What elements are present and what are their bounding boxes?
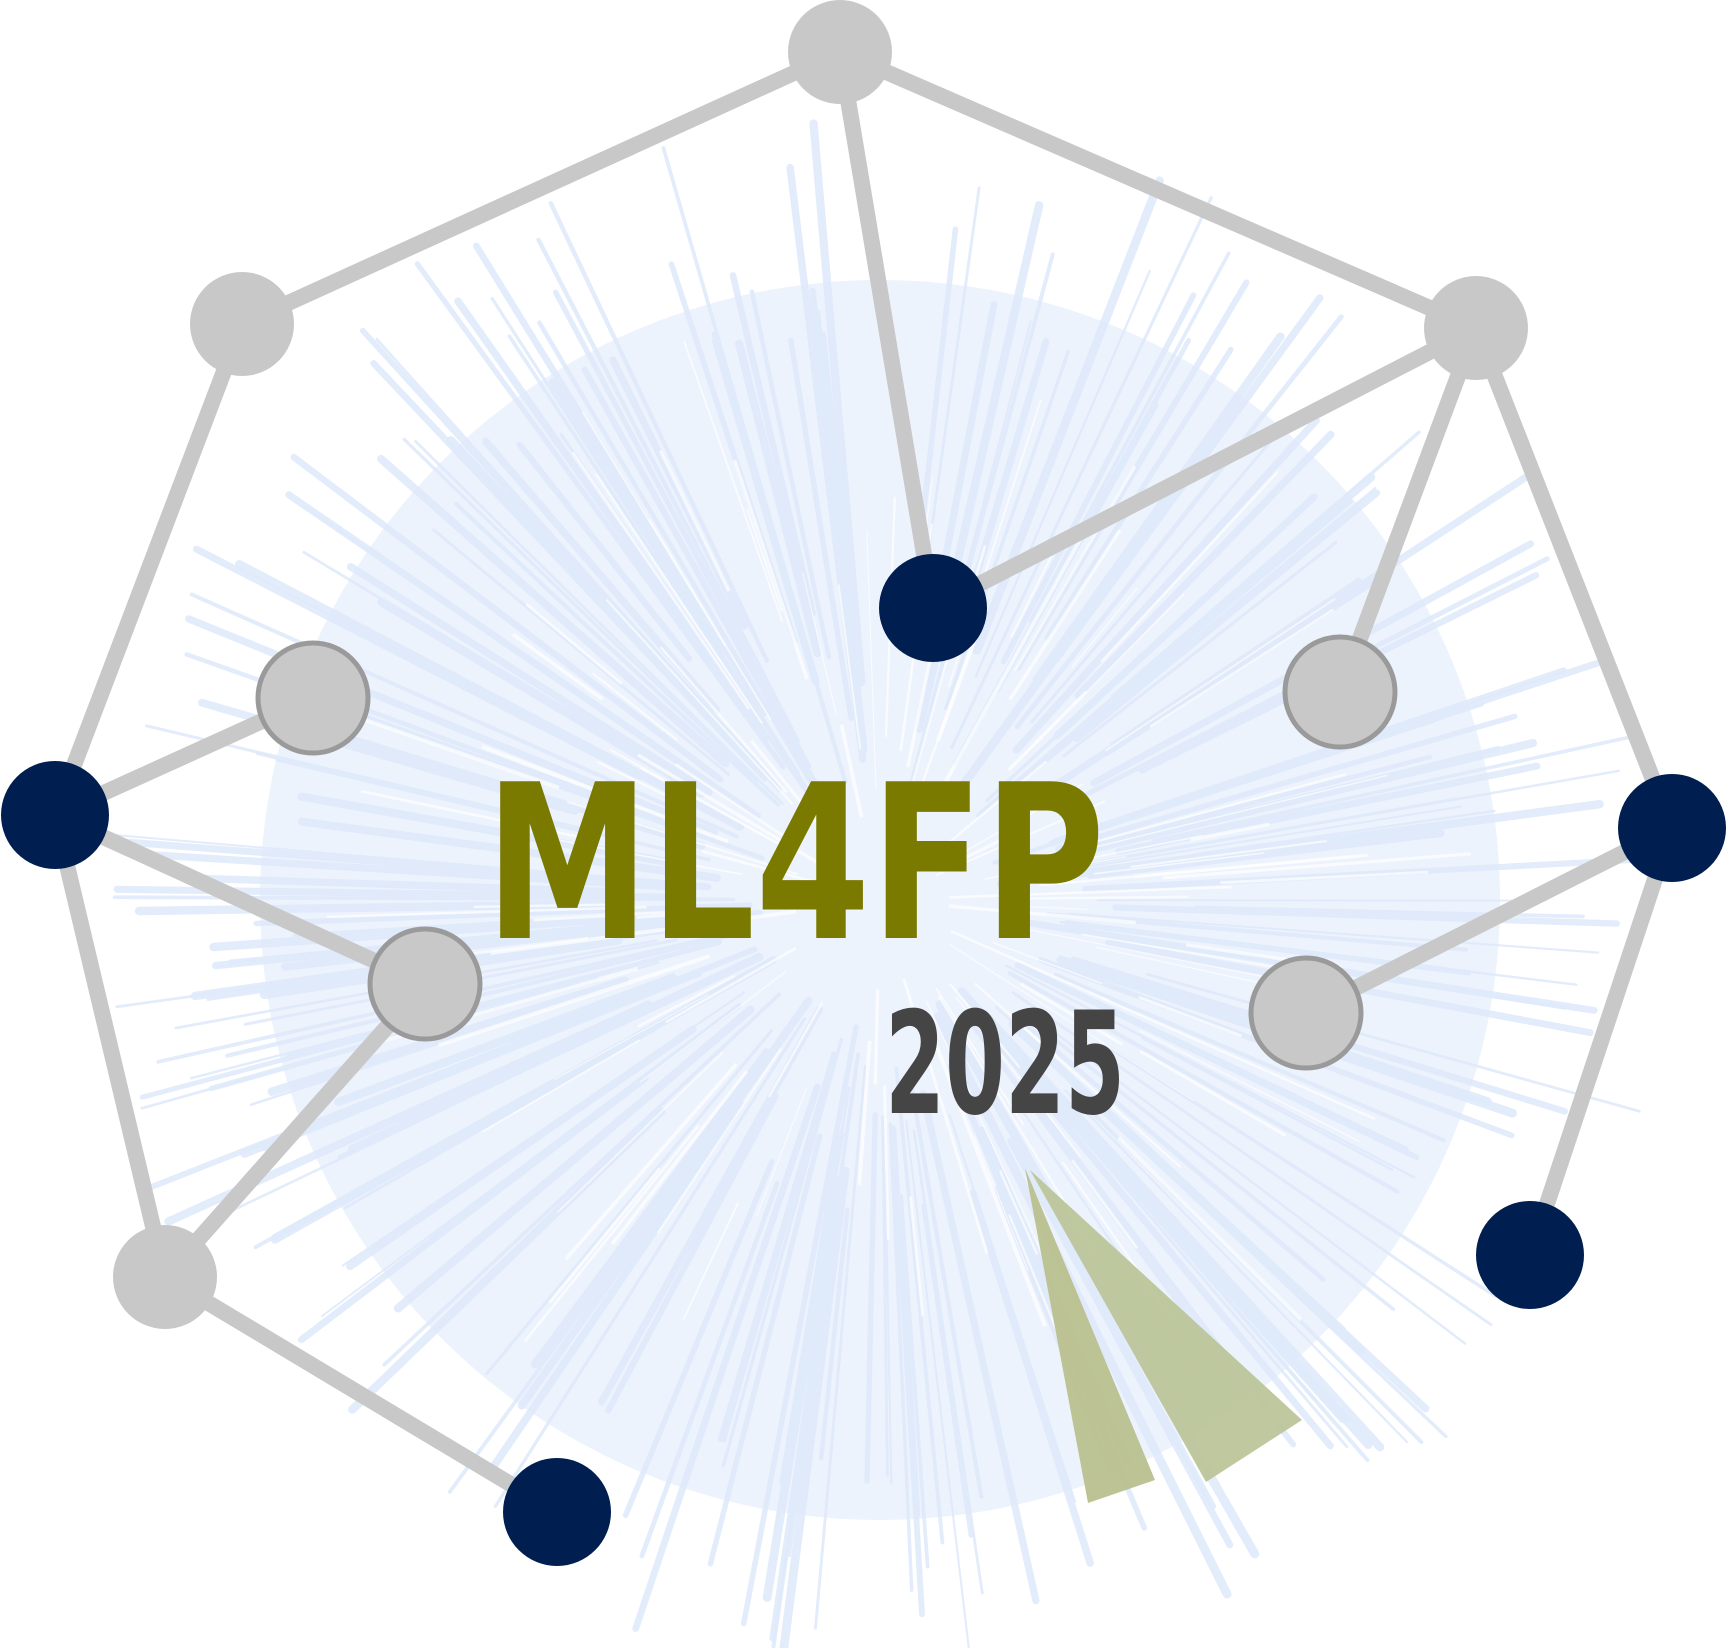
edge-leftNavy-lowerLeft xyxy=(47,807,173,1285)
edge-upperRight-innerR1 xyxy=(1332,320,1484,700)
node-innerR2 xyxy=(1248,955,1364,1071)
node-upperLeft xyxy=(190,272,294,376)
edge-leftNavy-innerL2 xyxy=(47,807,433,992)
node-innerR1 xyxy=(1282,634,1398,750)
node-lowerLeft xyxy=(113,1225,217,1329)
edge-upperLeft-leftNavy xyxy=(47,316,250,823)
node-lowerRightNavy xyxy=(1476,1201,1584,1309)
edge-top-centerNavy xyxy=(832,44,941,616)
edge-rightNavy-lowerRightNavy xyxy=(1522,820,1680,1263)
logo-title: ML4FP xyxy=(485,738,1105,989)
edge-centerNavy-upperRight xyxy=(925,320,1484,616)
node-rightNavy xyxy=(1618,774,1726,882)
network-nodes xyxy=(1,0,1726,1566)
edge-rightNavy-innerR2 xyxy=(1298,820,1680,1021)
node-innerL2 xyxy=(367,926,483,1042)
olive-wedges xyxy=(1025,1168,1302,1503)
edge-innerL2-lowerLeft xyxy=(157,976,433,1285)
node-upperRight xyxy=(1424,276,1528,380)
node-leftNavy xyxy=(1,761,109,869)
node-centerNavy xyxy=(879,554,987,662)
node-bottomNavy xyxy=(503,1458,611,1566)
edge-upperRight-rightNavy xyxy=(1468,320,1680,836)
radial-burst-background xyxy=(99,119,1661,1648)
edge-top-upperLeft xyxy=(234,44,848,332)
edge-lowerLeft-bottomNavy xyxy=(157,1269,565,1520)
logo-year: 2025 xyxy=(885,982,1125,1147)
node-top xyxy=(788,0,892,104)
node-innerL1 xyxy=(255,640,371,756)
edge-top-upperRight xyxy=(832,44,1484,336)
